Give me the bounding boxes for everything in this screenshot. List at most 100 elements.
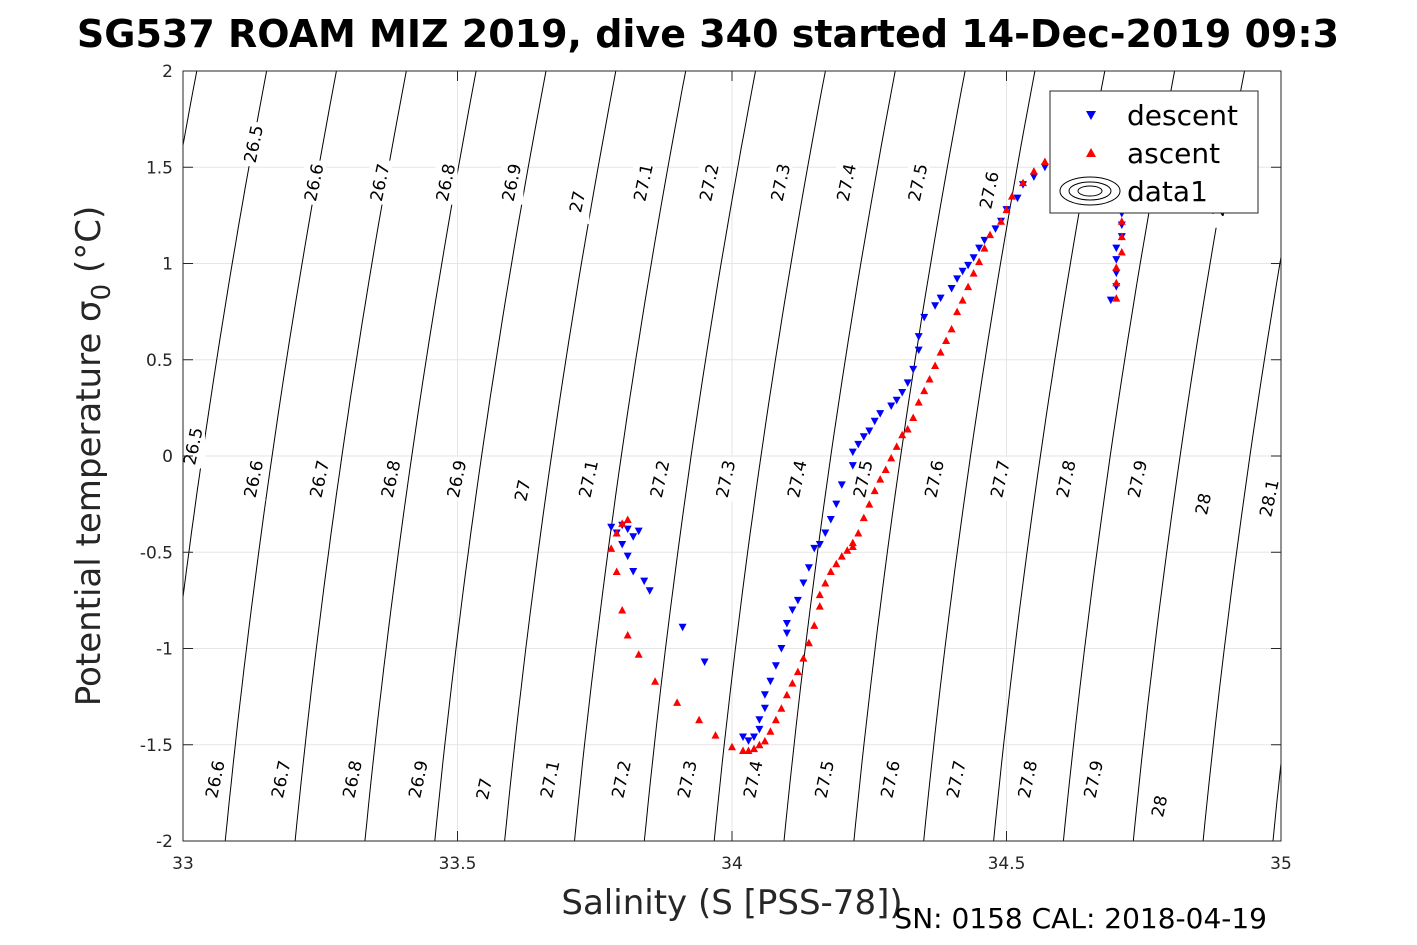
contour-label: 28 <box>1192 491 1216 516</box>
contour-label-bg <box>946 757 969 802</box>
contour-label-bg <box>836 160 859 205</box>
ascent-point <box>821 579 830 587</box>
descent-point <box>782 629 791 638</box>
descent-point <box>629 568 638 576</box>
contour-label-bg <box>1055 457 1078 502</box>
x-tick-label: 34.5 <box>988 854 1026 874</box>
descent-point <box>1106 296 1115 305</box>
isopycnal-line <box>574 71 687 841</box>
contour-label-bg <box>770 160 793 205</box>
ascent-point <box>750 744 758 753</box>
x-axis-ticks: 33 33.5 34 34.5 35 <box>172 71 1292 874</box>
descent-point <box>953 275 962 283</box>
descent-point <box>810 544 819 553</box>
contour-label-bg <box>578 457 601 502</box>
descent-point <box>777 645 786 653</box>
ascent-point <box>892 442 901 450</box>
ascent-point <box>623 515 632 523</box>
ascent-point <box>942 336 951 344</box>
ascent-point <box>1002 205 1011 214</box>
legend-ascent-label: ascent <box>1127 137 1220 170</box>
isopycnal-line <box>643 71 756 841</box>
ascent-point <box>986 230 994 239</box>
descent-point <box>750 733 758 741</box>
descent-point <box>755 725 764 734</box>
descent-point <box>771 662 780 670</box>
ascent-point <box>865 500 874 508</box>
ascent-point <box>837 552 846 560</box>
ascent-point <box>711 731 720 739</box>
contour-label-bg <box>243 457 266 502</box>
descent-point <box>634 527 643 536</box>
x-axis-label: Salinity (S [PSS-78]) <box>561 883 902 923</box>
x-tick-label: 35 <box>1270 854 1292 874</box>
ascent-point <box>969 269 978 277</box>
descent-point <box>815 541 824 549</box>
ascent-point <box>936 348 945 356</box>
descent-point <box>782 620 791 628</box>
descent-point <box>931 302 940 310</box>
ascent-point <box>744 746 753 754</box>
data-points <box>607 136 1137 754</box>
ascent-point <box>826 567 835 575</box>
contour-label-bg <box>446 457 469 502</box>
ascent-point <box>771 715 780 724</box>
ascent-point <box>739 746 747 754</box>
y-tick-label: -1.5 <box>140 736 173 756</box>
ascent-point <box>810 621 819 629</box>
descent-point <box>1029 173 1038 181</box>
y-axis-ticks: -2 -1.5 -1 -0.5 0 0.5 1 1.5 2 <box>140 62 1281 852</box>
contour-label: 27 <box>566 189 590 214</box>
descent-point <box>739 733 747 741</box>
ascent-point <box>815 590 824 599</box>
contour-label-bg <box>567 179 590 224</box>
descent-point <box>766 677 775 686</box>
descent-point <box>887 402 896 410</box>
descent-point <box>623 552 632 561</box>
contour-label-bg <box>699 160 722 205</box>
contour-label: 28 <box>1148 794 1172 819</box>
ascent-point <box>947 324 956 333</box>
descent-point <box>1013 194 1022 203</box>
ascent-point <box>1117 248 1126 256</box>
ascent-point <box>925 375 934 383</box>
descent-point <box>744 737 753 745</box>
ascent-point <box>975 257 984 266</box>
contour-label-bg <box>1193 482 1216 527</box>
contour-label-bg <box>1127 457 1150 502</box>
isopycnal-line <box>783 71 896 841</box>
contour-label-bg <box>408 757 431 802</box>
descent-point <box>760 704 769 713</box>
legend: descent ascent data1 <box>1049 90 1259 214</box>
ascent-point <box>1008 192 1016 200</box>
descent-point <box>1040 163 1049 172</box>
ascent-point <box>1029 167 1038 175</box>
y-tick-label: 1 <box>162 255 173 275</box>
descent-point <box>1112 256 1121 264</box>
descent-point <box>898 389 907 397</box>
y-tick-label: 1.5 <box>146 158 173 178</box>
ascent-point <box>623 631 632 639</box>
descent-point <box>865 427 874 435</box>
isopycnal-line <box>1343 71 1417 841</box>
descent-point <box>876 410 885 418</box>
ascent-point <box>1112 294 1121 302</box>
isopycnal-line <box>853 71 966 841</box>
ascent-point <box>997 217 1005 225</box>
descent-point <box>678 623 687 632</box>
contour-label-bg <box>501 160 524 205</box>
descent-point <box>903 379 912 387</box>
ascent-point <box>755 740 764 749</box>
contour-label-bg <box>611 757 634 802</box>
contour-labels: 26.526.6 26.7 26.8 26.9 27 27.1 27.2 27.3 27.4 27… <box>180 122 1284 829</box>
descent-point <box>804 564 813 572</box>
ascent-point <box>909 413 918 421</box>
ascent-point <box>1112 278 1121 287</box>
ascent-point <box>958 296 967 304</box>
legend-ascent-marker <box>1086 148 1096 157</box>
descent-point <box>914 346 923 355</box>
ascent-point <box>815 602 824 610</box>
descent-point <box>793 596 802 605</box>
contour-label: 27 <box>473 776 497 801</box>
ascent-point <box>881 465 890 473</box>
